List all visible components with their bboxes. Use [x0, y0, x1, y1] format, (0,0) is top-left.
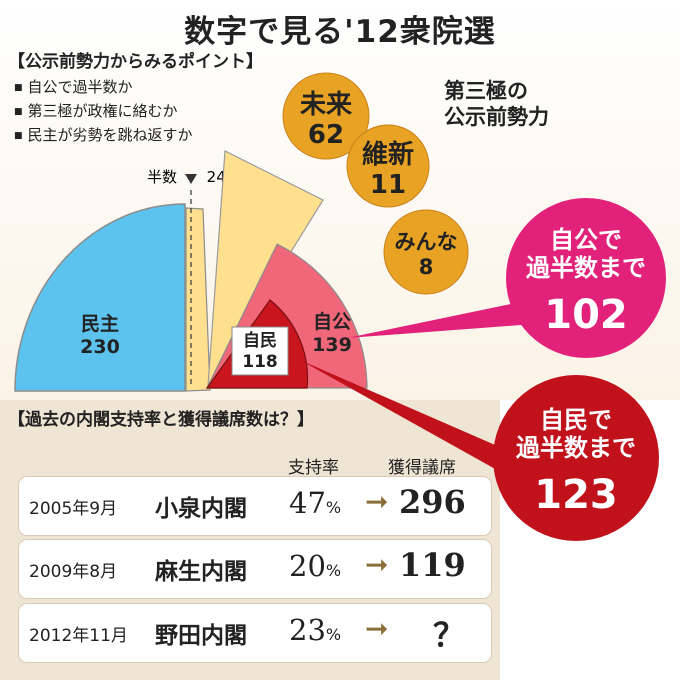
- callout-value: 102: [544, 292, 628, 338]
- row-date: 2005年9月: [29, 499, 118, 519]
- dpj-label: 230: [80, 336, 120, 358]
- third-pole-bubble-label: 8: [419, 255, 434, 279]
- row-date: 2012年11月: [29, 626, 128, 646]
- callout-label: 自民で: [540, 406, 612, 434]
- row-date: 2009年8月: [29, 562, 118, 582]
- row-seats: 119: [399, 546, 466, 584]
- row-rate: 20%: [289, 549, 341, 583]
- rate-value: 47: [289, 486, 326, 520]
- arrow-icon: ➞: [365, 612, 389, 645]
- point-item: 第三極が政権に絡むか: [14, 100, 178, 121]
- ldp-label: 118: [242, 352, 278, 372]
- third-pole-title-line: 第三極の: [444, 79, 528, 103]
- ljp-komeito-label: 139: [312, 334, 352, 356]
- rate-value: 23: [289, 613, 326, 647]
- rate-unit: %: [325, 561, 342, 580]
- row-cabinet: 麻生内閣: [155, 559, 247, 585]
- table-row: 2005年9月 小泉内閣 47% ➞ 296: [18, 476, 492, 536]
- row-rate: 47%: [289, 486, 341, 520]
- third-pole-bubble-label: 未来: [300, 90, 353, 120]
- callout-label: 過半数まで: [516, 434, 636, 462]
- callout-circle: [493, 375, 659, 541]
- table-row: 2009年8月 麻生内閣 20% ➞ 119: [18, 539, 492, 599]
- row-rate: 23%: [289, 613, 341, 647]
- triangle-down-icon: [185, 174, 197, 184]
- arrow-icon: ➞: [365, 548, 389, 581]
- ljp-komeito-label: 自公: [313, 310, 351, 333]
- point-item: 民主が劣勢を跳ね返すか: [14, 124, 193, 145]
- arrow-icon: ➞: [365, 485, 389, 518]
- column-header-rate: 支持率: [288, 458, 339, 478]
- third-pole-bubble: [383, 209, 469, 295]
- rate-value: 20: [289, 549, 326, 583]
- point-item: 自公で過半数か: [14, 76, 133, 97]
- ldp-label-box: [231, 326, 289, 376]
- table-row: 2012年11月 野田内閣 23% ➞ ？: [18, 603, 492, 663]
- callout-pointer: [347, 300, 534, 338]
- row-cabinet: 小泉内閣: [155, 496, 247, 522]
- callout-label: 自公で: [550, 226, 622, 254]
- callout-pointer: [300, 360, 502, 470]
- dpj-sector: [14, 203, 186, 392]
- row-seats: ？: [433, 616, 466, 654]
- majority-strip: [185, 207, 211, 392]
- callout-label: 過半数まで: [526, 254, 646, 282]
- callout-circle: [506, 198, 666, 358]
- rate-unit: %: [325, 498, 342, 517]
- ldp-label: 自民: [243, 330, 277, 351]
- third-pole-bubble-label: 維新: [362, 139, 414, 170]
- page-title: 数字で見る'12衆院選: [184, 14, 496, 50]
- column-header-seats: 獲得議席: [388, 458, 456, 478]
- history-heading: 【過去の内閣支持率と獲得議席数は？】: [8, 410, 314, 430]
- third-pole-bubble: [346, 124, 430, 208]
- third-pole-bubble-label: 62: [308, 120, 344, 150]
- majority-label: 半数: [147, 168, 177, 186]
- rate-unit: %: [325, 625, 342, 644]
- row-cabinet: 野田内閣: [155, 623, 247, 649]
- third-pole-bubble-label: 11: [370, 170, 406, 200]
- third-pole-bubble-label: みんな: [395, 230, 458, 254]
- third-pole-title-line: 公示前勢力: [444, 105, 549, 129]
- third-pole-title: 第三極の 公示前勢力: [444, 78, 549, 130]
- third-pole-bubble: [282, 72, 370, 160]
- row-seats: 296: [399, 483, 466, 521]
- callout-value: 123: [534, 472, 618, 518]
- points-heading: 【公示前勢力からみるポイント】: [8, 52, 263, 72]
- dpj-label: 民主: [81, 313, 119, 335]
